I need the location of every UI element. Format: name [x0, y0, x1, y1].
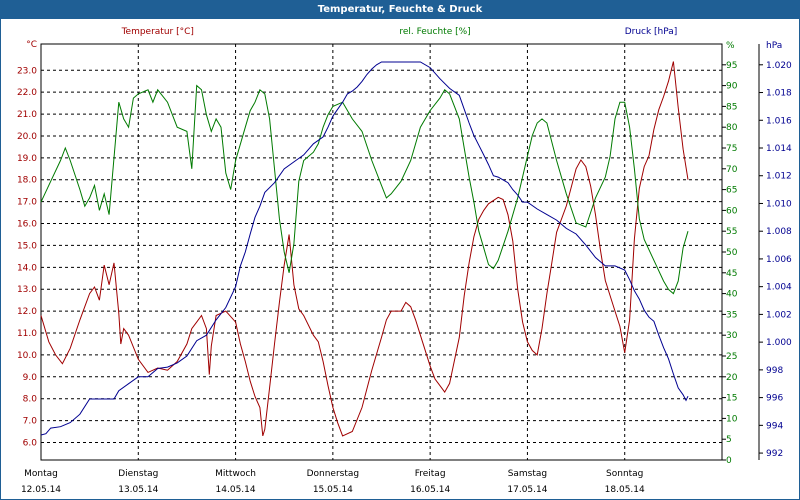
y-right2-tick: 1.006: [766, 255, 792, 265]
y-right2-tick: 992: [766, 449, 783, 459]
y-right2-unit: hPa: [766, 41, 782, 51]
y-left-tick: 13.0: [17, 285, 37, 295]
y-right-tick: 55: [726, 227, 737, 237]
x-tick-day: Samstag: [508, 469, 547, 479]
y-right-tick: 60: [726, 206, 738, 216]
grid-lines: [41, 44, 722, 460]
y-right-tick: 15: [726, 394, 737, 404]
x-tick-day: Montag: [24, 469, 58, 479]
y-right-tick: 20: [726, 373, 738, 383]
y-left-tick: 6.0: [23, 438, 38, 448]
x-tick-date: 17.05.14: [507, 485, 547, 495]
humidity-line: [40, 84, 689, 295]
y-left-tick: 16.0: [17, 220, 37, 230]
y-left-tick: 21.0: [17, 110, 37, 120]
y-right-tick: 70: [726, 165, 738, 175]
y-right-tick: 75: [726, 144, 737, 154]
x-tick-day: Mittwoch: [215, 469, 256, 479]
y-left-tick: 14.0: [17, 263, 37, 273]
y-right-tick: 0: [726, 456, 732, 466]
y-left-tick: 15.0: [17, 241, 37, 251]
y-right-tick: 40: [726, 290, 738, 300]
y-right-tick: 25: [726, 352, 737, 362]
pressure-line: [40, 61, 689, 436]
y-left-tick: 18.0: [17, 176, 37, 186]
legend-humidity: rel. Feuchte [%]: [399, 27, 470, 37]
y-right-tick: 80: [726, 123, 738, 133]
y-left-tick: 9.0: [23, 373, 38, 383]
y-left-tick: 11.0: [17, 329, 37, 339]
y-left-tick: 17.0: [17, 198, 37, 208]
y-right2-tick: 1.002: [766, 310, 792, 320]
y-right2-tick: 1.012: [766, 172, 792, 182]
y-left-tick: 23.0: [17, 66, 37, 76]
y-right2-tick: 1.016: [766, 116, 792, 126]
y-left-tick: 10.0: [17, 351, 37, 361]
y-right2-tick: 1.004: [766, 283, 792, 293]
y-left-tick: 22.0: [17, 88, 37, 98]
plot-area: [40, 43, 723, 461]
y-left-tick: 8.0: [23, 395, 38, 405]
legend-temperature: Temperatur [°C]: [121, 27, 194, 37]
y-right-tick: 65: [726, 186, 737, 196]
y-right2-tick: 996: [766, 394, 783, 404]
y-right2-tick: 994: [766, 421, 783, 431]
y-right-tick: 10: [726, 414, 738, 424]
y-left-tick: 7.0: [23, 417, 38, 427]
x-tick-date: 18.05.14: [605, 485, 645, 495]
y-right2-tick: 1.000: [766, 338, 792, 348]
y-right-unit: %: [726, 41, 735, 51]
y-right-tick: 90: [726, 82, 738, 92]
y-right-tick: 35: [726, 310, 737, 320]
x-tick-date: 15.05.14: [313, 485, 353, 495]
legend-pressure: Druck [hPa]: [625, 27, 678, 37]
y-right-tick: 85: [726, 102, 737, 112]
x-tick-date: 13.05.14: [118, 485, 158, 495]
x-tick-day: Donnerstag: [307, 469, 360, 479]
series-layer: [40, 61, 689, 437]
chart-title: Temperatur, Feuchte & Druck: [1, 1, 799, 19]
temperature-line: [40, 61, 689, 437]
x-tick-date: 16.05.14: [410, 485, 450, 495]
x-tick-day: Dienstag: [118, 469, 158, 479]
y-left-unit: °C: [26, 40, 37, 50]
x-tick-date: 12.05.14: [21, 485, 61, 495]
y-right2-tick: 1.020: [766, 61, 792, 71]
y-right2-tick: 998: [766, 366, 783, 376]
y-right-tick: 30: [726, 331, 738, 341]
x-tick-day: Sonntag: [606, 469, 643, 479]
y-right-tick: 95: [726, 61, 737, 71]
y-right-tick: 5: [726, 435, 732, 445]
y-left-tick: 20.0: [17, 132, 37, 142]
x-tick-day: Freitag: [415, 469, 446, 479]
y-right2-tick: 1.008: [766, 227, 792, 237]
y-left-tick: 19.0: [17, 154, 37, 164]
y-right2-tick: 1.014: [766, 144, 792, 154]
y-left-tick: 12.0: [17, 307, 37, 317]
axis-layer: Montag 12.05.14 Dienstag 13.05.14 Mittwoch 14…: [17, 27, 792, 495]
x-tick-date: 14.05.14: [216, 485, 256, 495]
y-right-tick: 45: [726, 269, 737, 279]
y-right2-tick: 1.010: [766, 199, 792, 209]
y-right2-tick: 1.018: [766, 89, 792, 99]
y-right-tick: 50: [726, 248, 738, 258]
